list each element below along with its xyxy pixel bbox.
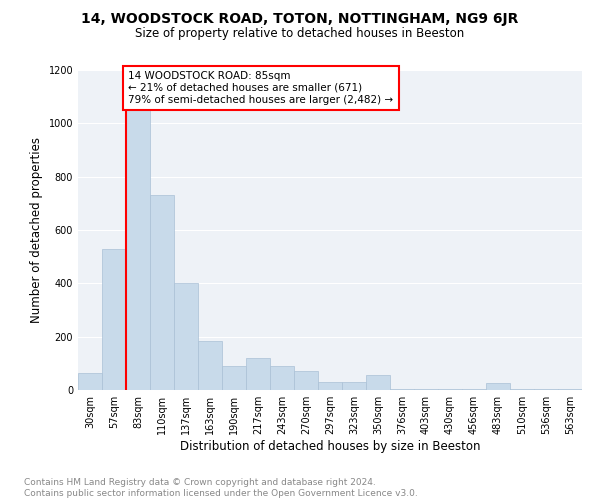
Bar: [510, 388, 534, 390]
Bar: [198, 340, 222, 390]
Y-axis label: Number of detached properties: Number of detached properties: [30, 137, 43, 323]
Bar: [294, 372, 318, 390]
Text: 14 WOODSTOCK ROAD: 85sqm
← 21% of detached houses are smaller (671)
79% of semi-: 14 WOODSTOCK ROAD: 85sqm ← 21% of detach…: [128, 72, 394, 104]
Bar: [78, 372, 102, 390]
Bar: [462, 388, 486, 390]
Bar: [126, 110, 150, 390]
Bar: [438, 388, 462, 390]
Bar: [318, 382, 342, 390]
Bar: [102, 248, 126, 390]
Bar: [174, 284, 198, 390]
Bar: [222, 366, 246, 390]
Bar: [534, 388, 558, 390]
Bar: [366, 376, 390, 390]
Bar: [342, 382, 366, 390]
Text: Size of property relative to detached houses in Beeston: Size of property relative to detached ho…: [136, 28, 464, 40]
X-axis label: Distribution of detached houses by size in Beeston: Distribution of detached houses by size …: [180, 440, 480, 453]
Text: Contains HM Land Registry data © Crown copyright and database right 2024.
Contai: Contains HM Land Registry data © Crown c…: [24, 478, 418, 498]
Bar: [390, 388, 414, 390]
Bar: [246, 358, 270, 390]
Bar: [558, 388, 582, 390]
Text: 14, WOODSTOCK ROAD, TOTON, NOTTINGHAM, NG9 6JR: 14, WOODSTOCK ROAD, TOTON, NOTTINGHAM, N…: [82, 12, 518, 26]
Bar: [486, 384, 510, 390]
Bar: [150, 196, 174, 390]
Bar: [270, 366, 294, 390]
Bar: [414, 388, 438, 390]
